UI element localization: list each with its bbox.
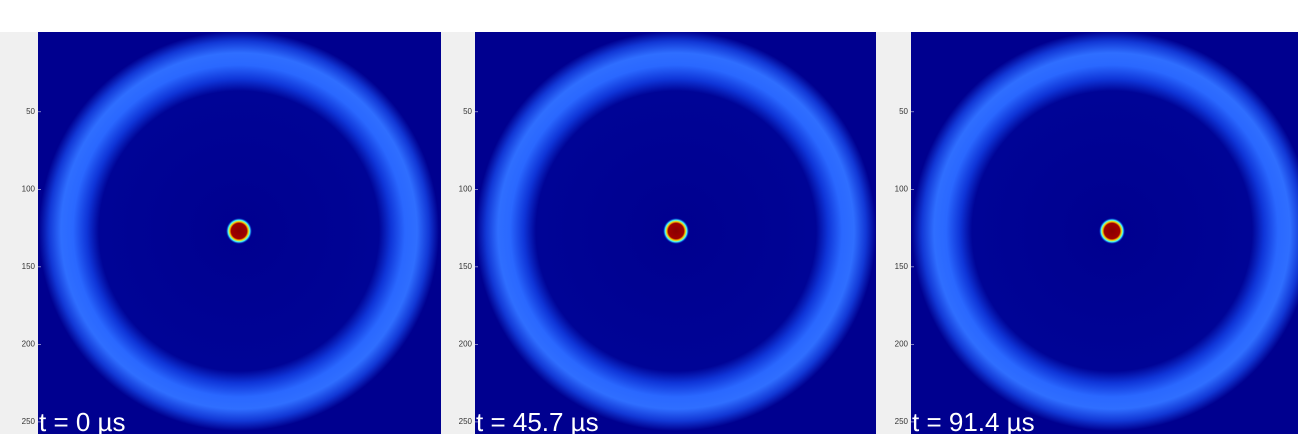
y-tick-label: 200 [22,340,36,349]
y-tick-label: 100 [459,184,473,193]
y-tick-label: 150 [22,262,36,271]
image [911,32,1298,434]
center-spot [663,218,689,244]
y-tick-label: 50 [26,107,35,116]
time-label: t = 0 µs [39,407,126,434]
y-tick-label: 200 [459,340,473,349]
y-tick-label: 200 [895,340,909,349]
y-tick-label: 250 [22,417,36,426]
y-tick-label: 150 [895,262,909,271]
y-tick-label: 50 [463,107,472,116]
axis-background [0,32,38,434]
y-tick-label: 100 [895,184,909,193]
time-label: t = 91.4 µs [912,407,1035,434]
axis-background [876,32,911,434]
image [38,32,441,434]
panel: 50 100 150 200 250 t = 45.7 µs [441,32,876,434]
y-tick-label: 150 [459,262,473,271]
center-spot [226,218,252,244]
panel: 50 100 150 200 250 t = 0 µs [0,32,441,434]
axis-background [441,32,475,434]
time-label: t = 45.7 µs [476,407,599,434]
y-tick-label: 50 [899,107,908,116]
panel: 50 100 150 200 250 t = 91.4 µs [876,32,1298,434]
y-tick-label: 250 [459,417,473,426]
y-tick-label: 100 [22,184,36,193]
center-spot [1099,218,1125,244]
y-tick-label: 250 [895,417,909,426]
image [475,32,876,434]
